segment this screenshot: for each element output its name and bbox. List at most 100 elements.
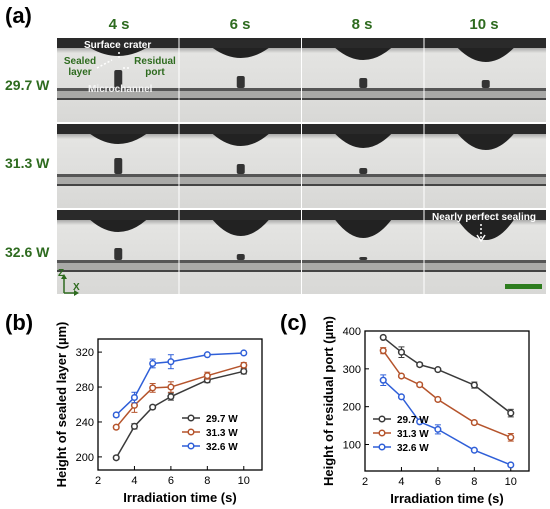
annotation-nearly-perfect-sealing: Nearly perfect sealing — [432, 212, 536, 223]
data-point — [470, 446, 478, 454]
annotation-sealed-layer-line2: layer — [68, 67, 92, 78]
plot-frame — [364, 330, 530, 472]
panel-label: (b) — [5, 310, 33, 335]
y-tick-label: 200 — [76, 452, 94, 464]
data-point — [434, 366, 442, 374]
data-point — [130, 422, 138, 430]
y-tick-label: 280 — [76, 382, 94, 394]
legend-entry: 31.3 W — [373, 429, 429, 440]
legend-label: 32.6 W — [206, 442, 238, 453]
data-point — [112, 454, 120, 462]
y-tick-label: 320 — [76, 347, 94, 359]
data-point — [470, 419, 478, 427]
annotation-sealed-layer-line1: Sealed — [63, 56, 97, 67]
data-point — [379, 376, 387, 384]
micrograph-grid — [57, 38, 546, 294]
micrograph-cell — [57, 210, 179, 294]
data-point — [167, 383, 175, 391]
micrograph-cell — [179, 210, 301, 294]
series-line — [382, 350, 512, 439]
micrograph-cell — [424, 210, 546, 294]
axis-label-z: Z — [58, 268, 65, 279]
x-tick-label: 6 — [435, 476, 441, 488]
y-tick-label: 200 — [343, 402, 361, 414]
panel-label: (c) — [280, 310, 307, 335]
micrograph-cell — [57, 124, 179, 208]
data-point — [507, 461, 515, 469]
y-tick-label: 240 — [76, 417, 94, 429]
annotation-sealed-layer: Sealed layer — [60, 56, 100, 78]
micrograph-cell — [302, 124, 424, 208]
x-tick-label: 10 — [505, 476, 517, 488]
legend-entry: 29.7 W — [182, 414, 238, 425]
time-label-6s: 6 s — [229, 16, 251, 33]
data-point — [203, 351, 211, 359]
legend-label: 29.7 W — [397, 415, 429, 426]
data-point — [240, 361, 248, 369]
power-label-31-3: 31.3 W — [5, 155, 50, 171]
micrograph-cell — [179, 38, 301, 122]
data-point — [397, 372, 405, 380]
data-point — [240, 349, 248, 357]
x-tick-label: 4 — [131, 475, 137, 487]
data-point — [434, 425, 442, 433]
micrograph-cell — [57, 38, 179, 122]
time-label-4s: 4 s — [108, 16, 130, 33]
data-point — [397, 393, 405, 401]
x-tick-label: 8 — [204, 475, 210, 487]
scale-bar — [505, 284, 542, 289]
series-31-3-W — [112, 361, 248, 431]
annotation-residual-port: Residual port — [131, 56, 179, 78]
series-line — [382, 336, 512, 414]
micrograph-cell — [302, 38, 424, 122]
y-tick-label: 400 — [343, 326, 361, 338]
data-point — [379, 333, 387, 341]
legend-entry: 29.7 W — [373, 415, 429, 426]
micrograph-cell — [424, 38, 546, 122]
data-point — [416, 381, 424, 389]
time-label-8s: 8 s — [351, 16, 373, 33]
series-line — [115, 370, 244, 459]
data-point — [434, 395, 442, 404]
chart-b: (b) 2 4 6 8 10 200 240 280 320 Irradiation time (s… — [5, 310, 263, 505]
x-tick-label: 6 — [168, 475, 174, 487]
annotation-surface-crater: Surface crater — [84, 40, 152, 51]
data-point — [149, 384, 157, 392]
data-point — [130, 393, 138, 402]
arrow-sealed-layer — [96, 59, 113, 69]
series-31-3-W — [379, 347, 515, 442]
data-point — [203, 372, 211, 380]
data-point — [416, 361, 424, 369]
series-line — [115, 364, 244, 428]
x-tick-label: 10 — [238, 475, 250, 487]
data-point — [397, 348, 405, 356]
time-label-10s: 10 s — [469, 16, 499, 33]
y-tick-label: 300 — [343, 364, 361, 376]
x-tick-label: 2 — [95, 475, 101, 487]
series-line — [382, 379, 512, 466]
axis-label-x: X — [73, 282, 80, 293]
legend-label: 31.3 W — [397, 429, 429, 440]
y-axis-label: Height of residual port (µm) — [321, 316, 336, 486]
y-axis-label: Height of sealed layer (µm) — [54, 322, 69, 488]
legend-label: 32.6 W — [397, 443, 429, 454]
data-point — [112, 423, 120, 431]
legend-entry: 32.6 W — [373, 443, 429, 454]
data-point — [167, 393, 175, 401]
data-point — [149, 359, 157, 368]
annotation-residual-port-line1: Residual — [134, 56, 176, 67]
data-point — [149, 403, 157, 411]
power-label-29-7: 29.7 W — [5, 77, 50, 93]
x-tick-label: 4 — [398, 476, 404, 488]
data-point — [470, 381, 478, 389]
data-point — [130, 401, 138, 409]
annotation-arrows — [61, 52, 542, 296]
legend-entry: 32.6 W — [182, 442, 238, 453]
series-32-6-W — [112, 349, 248, 419]
series-32-6-W — [379, 374, 515, 469]
x-axis-label: Irradiation time (s) — [390, 491, 503, 506]
series-29-7-W — [379, 333, 515, 418]
legend-entry: 31.3 W — [182, 428, 238, 439]
micrograph-cell — [179, 124, 301, 208]
data-point — [167, 358, 175, 366]
